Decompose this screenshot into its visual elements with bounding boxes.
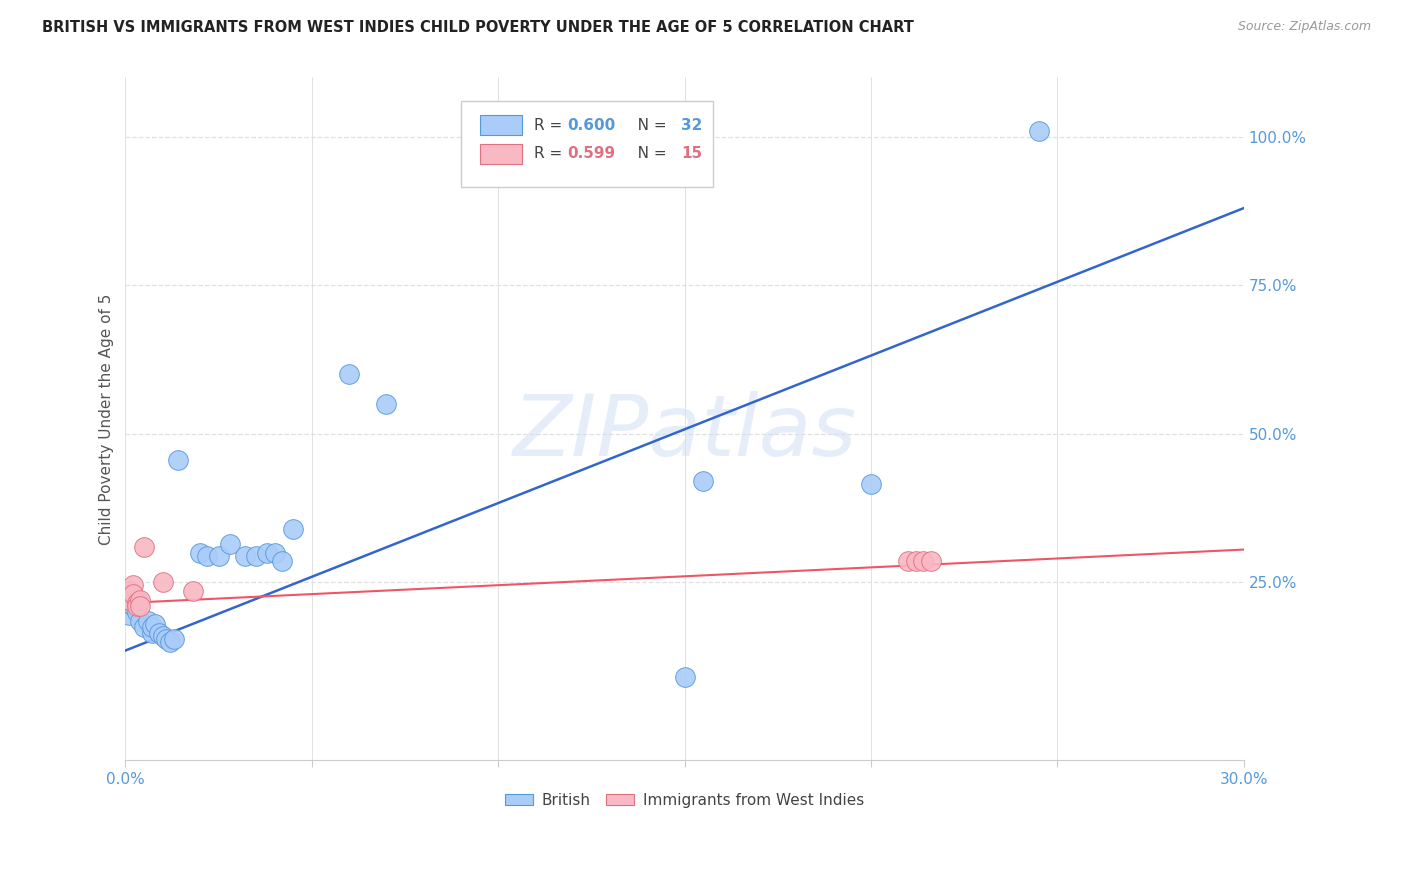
Point: [283, 522, 305, 536]
Text: Source: ZipAtlas.com: Source: ZipAtlas.com: [1237, 20, 1371, 33]
Point: [118, 593, 141, 607]
Point: [152, 629, 174, 643]
Point: [125, 593, 148, 607]
Text: R =: R =: [534, 118, 567, 133]
Point: [125, 599, 148, 613]
Point: [129, 614, 152, 628]
Point: [159, 634, 181, 648]
Point: [692, 475, 714, 489]
Point: [912, 554, 935, 568]
Point: [904, 554, 927, 568]
Point: [181, 584, 204, 599]
Point: [136, 614, 159, 628]
Point: [337, 368, 360, 382]
Point: [208, 549, 231, 563]
Point: [152, 575, 174, 590]
Point: [163, 632, 186, 646]
Point: [122, 578, 145, 592]
Point: [122, 587, 145, 601]
Point: [132, 540, 155, 554]
Text: N =: N =: [623, 146, 672, 161]
Bar: [479, 144, 523, 164]
Point: [143, 616, 166, 631]
Point: [245, 549, 267, 563]
Text: BRITISH VS IMMIGRANTS FROM WEST INDIES CHILD POVERTY UNDER THE AGE OF 5 CORRELAT: BRITISH VS IMMIGRANTS FROM WEST INDIES C…: [42, 20, 914, 35]
Point: [256, 545, 278, 559]
Point: [118, 607, 141, 622]
Point: [673, 670, 696, 684]
Text: R =: R =: [534, 146, 567, 161]
Point: [218, 536, 240, 550]
Y-axis label: Child Poverty Under the Age of 5: Child Poverty Under the Age of 5: [100, 293, 114, 545]
Legend: British, Immigrants from West Indies: British, Immigrants from West Indies: [499, 787, 870, 814]
FancyBboxPatch shape: [461, 102, 713, 186]
Point: [188, 545, 211, 559]
Point: [155, 632, 177, 646]
Text: 0.599: 0.599: [567, 146, 616, 161]
Point: [263, 545, 285, 559]
Point: [271, 554, 294, 568]
Point: [920, 554, 942, 568]
Point: [1028, 124, 1050, 138]
Point: [122, 599, 145, 613]
Point: [233, 549, 256, 563]
Point: [897, 554, 920, 568]
Point: [141, 620, 163, 634]
Text: ZIPatlas: ZIPatlas: [513, 391, 856, 474]
Point: [132, 620, 155, 634]
Point: [375, 397, 398, 411]
Point: [125, 596, 148, 610]
Point: [125, 605, 148, 619]
Point: [118, 584, 141, 599]
Text: 0.600: 0.600: [567, 118, 616, 133]
Point: [197, 549, 219, 563]
Point: [166, 453, 188, 467]
Text: 15: 15: [682, 146, 703, 161]
Point: [148, 625, 170, 640]
Point: [129, 593, 152, 607]
Point: [141, 625, 163, 640]
Point: [859, 477, 882, 491]
Text: N =: N =: [623, 118, 672, 133]
Point: [129, 599, 152, 613]
Bar: [479, 115, 523, 136]
Text: 32: 32: [682, 118, 703, 133]
